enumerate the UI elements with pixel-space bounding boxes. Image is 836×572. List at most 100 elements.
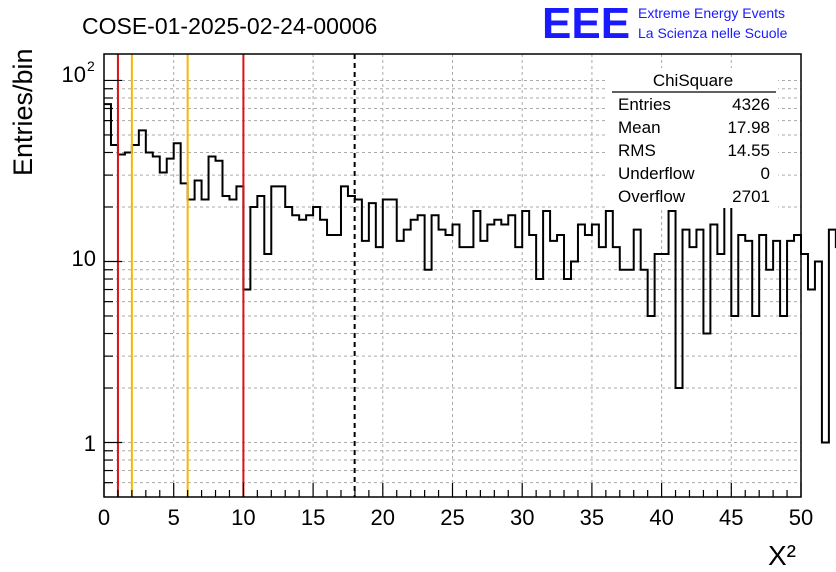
histogram-bin <box>432 215 439 216</box>
histogram-bin <box>745 241 752 242</box>
x-axis-label: X² <box>768 540 796 571</box>
eee-logo-line2: La Scienza nelle Scuole <box>638 25 788 41</box>
histogram-bin <box>599 247 606 248</box>
histogram-bin <box>104 104 111 105</box>
histogram-bin <box>181 183 188 184</box>
stats-value-underflow: 0 <box>761 164 770 183</box>
histogram-bin <box>703 334 710 335</box>
histogram-bin <box>271 186 278 187</box>
histogram-bin <box>439 230 446 231</box>
histogram-bin <box>341 186 348 187</box>
histogram-bin <box>717 254 724 255</box>
histogram-bin <box>174 143 181 144</box>
histogram-bin <box>188 199 195 200</box>
histogram-bin <box>195 181 202 182</box>
x-tick-label: 30 <box>510 505 534 530</box>
histogram-bin <box>355 199 362 200</box>
y-tick-exponent: 2 <box>87 58 95 74</box>
histogram-bin <box>669 211 676 212</box>
y-tick-label: 1 <box>84 431 96 456</box>
histogram-bin <box>501 225 508 226</box>
stats-value-mean: 17.98 <box>727 118 770 137</box>
histogram-bin <box>446 235 453 236</box>
histogram-bin <box>229 199 236 200</box>
histogram-bin <box>285 207 292 208</box>
histogram-bin <box>160 173 167 174</box>
histogram-bin <box>536 279 543 280</box>
histogram-bin <box>641 270 648 271</box>
histogram-bin <box>348 196 355 197</box>
histogram-bin <box>627 270 634 271</box>
histogram-bin <box>620 270 627 271</box>
histogram-bin <box>780 316 787 317</box>
stats-value-rms: 14.55 <box>727 141 770 160</box>
eee-logo-line1: Extreme Energy Events <box>638 5 785 21</box>
histogram-bin <box>411 220 418 221</box>
histogram-bin <box>376 247 383 248</box>
histogram-bin <box>773 241 780 242</box>
histogram-bin <box>257 196 264 197</box>
histogram-bin <box>529 235 536 236</box>
histogram-bin <box>167 159 174 160</box>
histogram-bin <box>202 199 209 200</box>
stats-title: ChiSquare <box>653 71 733 90</box>
histogram-bin <box>313 207 320 208</box>
histogram-bin <box>550 241 557 242</box>
histogram-bin <box>125 152 132 153</box>
x-tick-label: 50 <box>789 505 813 530</box>
histogram-bin <box>543 211 550 212</box>
histogram-bin <box>480 241 487 242</box>
histogram-bin <box>759 235 766 236</box>
histogram-bin <box>306 215 313 216</box>
histogram-bin <box>250 207 257 208</box>
x-tick-label: 20 <box>371 505 395 530</box>
y-tick-label: 10 <box>62 62 86 87</box>
histogram-bin <box>327 235 334 236</box>
stats-label-overflow: Overflow <box>618 187 686 206</box>
y-tick-label: 10 <box>72 246 96 271</box>
histogram-bin <box>383 199 390 200</box>
stats-value-overflow: 2701 <box>732 187 770 206</box>
histogram-bin <box>320 220 327 221</box>
histogram-series <box>104 103 836 444</box>
histogram-bin <box>397 241 404 242</box>
histogram-bin <box>648 316 655 317</box>
histogram-bin <box>111 145 118 146</box>
x-tick-label: 45 <box>719 505 743 530</box>
histogram-bin <box>738 235 745 236</box>
histogram-bin <box>683 230 690 231</box>
histogram-bin <box>453 225 460 226</box>
stats-box: ChiSquare Entries 4326 Mean 17.98 RMS 14… <box>608 68 778 208</box>
histogram-bin <box>571 261 578 262</box>
histogram-bin <box>243 290 250 291</box>
histogram-bin <box>808 290 815 291</box>
histogram-bin <box>508 215 515 216</box>
histogram-bin <box>522 211 529 212</box>
histogram-bin <box>676 388 683 389</box>
eee-logo-mark: EEE <box>542 0 630 48</box>
histogram-bin <box>132 145 139 146</box>
histogram-bin <box>362 241 369 242</box>
histogram-bin <box>815 261 822 262</box>
eee-logo: EEE Extreme Energy Events La Scienza nel… <box>542 0 788 48</box>
histogram-bin <box>662 254 669 255</box>
histogram-bin <box>487 225 494 226</box>
histogram-bin <box>459 247 466 248</box>
histogram-bin <box>557 235 564 236</box>
histogram-bin <box>766 270 773 271</box>
x-tick-label: 0 <box>98 505 110 530</box>
x-tick-label: 10 <box>231 505 255 530</box>
x-tick-label: 15 <box>301 505 325 530</box>
stats-label-underflow: Underflow <box>618 164 695 183</box>
histogram-bin <box>829 230 836 231</box>
y-tick-labels: 1 10 10 2 <box>62 58 96 456</box>
histogram-bin <box>299 220 306 221</box>
histogram-bin <box>473 211 480 212</box>
histogram-bin <box>752 316 759 317</box>
chart-title: COSE-01-2025-02-24-00006 <box>82 13 377 39</box>
y-axis-label: Entries/bin <box>8 48 38 176</box>
histogram-line <box>104 103 836 444</box>
histogram-bin <box>139 130 146 131</box>
x-tick-label: 5 <box>168 505 180 530</box>
